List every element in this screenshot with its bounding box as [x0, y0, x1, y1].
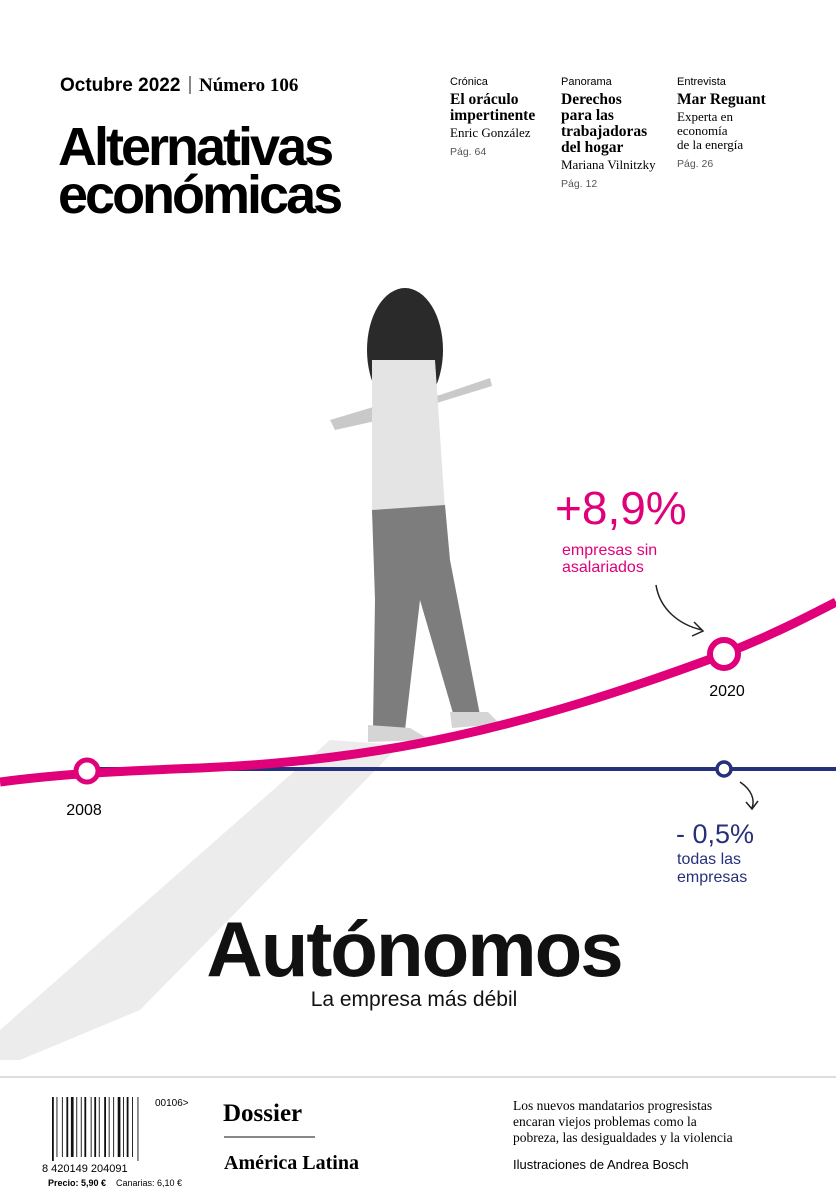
teaser-author: Enric González — [450, 125, 531, 140]
year-label: 2020 — [709, 683, 745, 700]
year-label: 2008 — [66, 802, 102, 819]
teaser-author: Experta en — [677, 109, 733, 124]
barcode-bar — [61, 1097, 63, 1157]
dossier-text: pobreza, las desigualdades y la violenci… — [513, 1130, 733, 1145]
dossier-title: América Latina — [224, 1152, 359, 1174]
issue-date: Octubre 2022 — [60, 75, 180, 96]
barcode-bar — [137, 1097, 139, 1161]
arrow — [739, 781, 759, 811]
barcode-bar — [132, 1097, 133, 1157]
barcode-bar — [80, 1097, 82, 1157]
shadow — [0, 740, 400, 1060]
barcode-number: 8 420149 204091 — [42, 1163, 128, 1175]
pink-label: asalariados — [562, 559, 644, 576]
illustrator: Andrea Bosch — [607, 1157, 689, 1172]
barcode-bar — [113, 1097, 115, 1157]
navy-value: - 0,5% — [676, 819, 754, 849]
navy-label: todas las — [677, 851, 741, 868]
navy-marker — [715, 760, 733, 778]
pink-curve — [0, 598, 836, 787]
barcode-bar — [56, 1097, 58, 1157]
teaser-page: Pág. 26 — [677, 158, 713, 170]
teaser-page: Pág. 64 — [450, 146, 486, 158]
pink-value: +8,9% — [555, 482, 687, 534]
barcode-bar — [117, 1097, 121, 1157]
teaser-section: Crónica — [450, 76, 489, 88]
barcode-bar — [123, 1097, 124, 1157]
teaser-headline: Derechos — [561, 91, 622, 108]
magazine-title: económicas — [58, 165, 341, 225]
barcode-bar — [66, 1097, 69, 1157]
end-marker — [707, 637, 741, 671]
teaser-headline: El oráculo — [450, 91, 519, 108]
barcode-bar — [108, 1097, 110, 1157]
teaser-author: Mariana Vilnitzky — [561, 157, 656, 172]
dossier-text: encaran viejos problemas como la — [513, 1114, 697, 1129]
barcode-bar — [76, 1097, 78, 1157]
barcode-bar — [98, 1097, 100, 1157]
teaser-headline: trabajadoras — [561, 123, 647, 140]
dossier-label: Dossier — [223, 1100, 302, 1127]
navy-label: empresas — [677, 869, 747, 886]
credit: Ilustraciones de Andrea Bosch — [513, 1157, 689, 1172]
teaser-headline: para las — [561, 107, 614, 124]
barcode-bar — [90, 1097, 92, 1157]
arrow — [655, 584, 705, 637]
barcode — [52, 1097, 139, 1161]
illustration — [330, 288, 500, 742]
teaser-section: Entrevista — [677, 76, 727, 88]
teaser-author: de la energía — [677, 137, 743, 152]
barcode-bar — [104, 1097, 106, 1157]
teaser-page: Pág. 12 — [561, 178, 597, 190]
teaser-headline: impertinente — [450, 107, 535, 124]
credit-label: Ilustraciones de — [513, 1157, 604, 1172]
barcode-bar — [70, 1097, 74, 1157]
teaser-section: Panorama — [561, 76, 613, 88]
barcode-bar — [94, 1097, 97, 1157]
cover-subtitle: La empresa más débil — [311, 988, 518, 1011]
barcode-bar — [126, 1097, 129, 1157]
teaser-headline: Mar Reguant — [677, 91, 767, 108]
teaser-headline: del hogar — [561, 139, 624, 156]
issue-number: Número 106 — [199, 75, 298, 96]
barcode-bar — [84, 1097, 87, 1157]
barcode-top: 00106> — [155, 1098, 189, 1109]
magazine-title: Alternativas — [58, 117, 332, 177]
cover-title: Autónomos — [206, 905, 621, 993]
start-marker — [73, 757, 101, 785]
price: Precio: 5,90 € — [48, 1178, 106, 1188]
price-canarias: Canarias: 6,10 € — [116, 1178, 182, 1188]
barcode-bar — [52, 1097, 54, 1161]
pink-label: empresas sin — [562, 542, 657, 559]
dossier-text: Los nuevos mandatarios progresistas — [513, 1098, 712, 1113]
teaser-author: economía — [677, 123, 728, 138]
